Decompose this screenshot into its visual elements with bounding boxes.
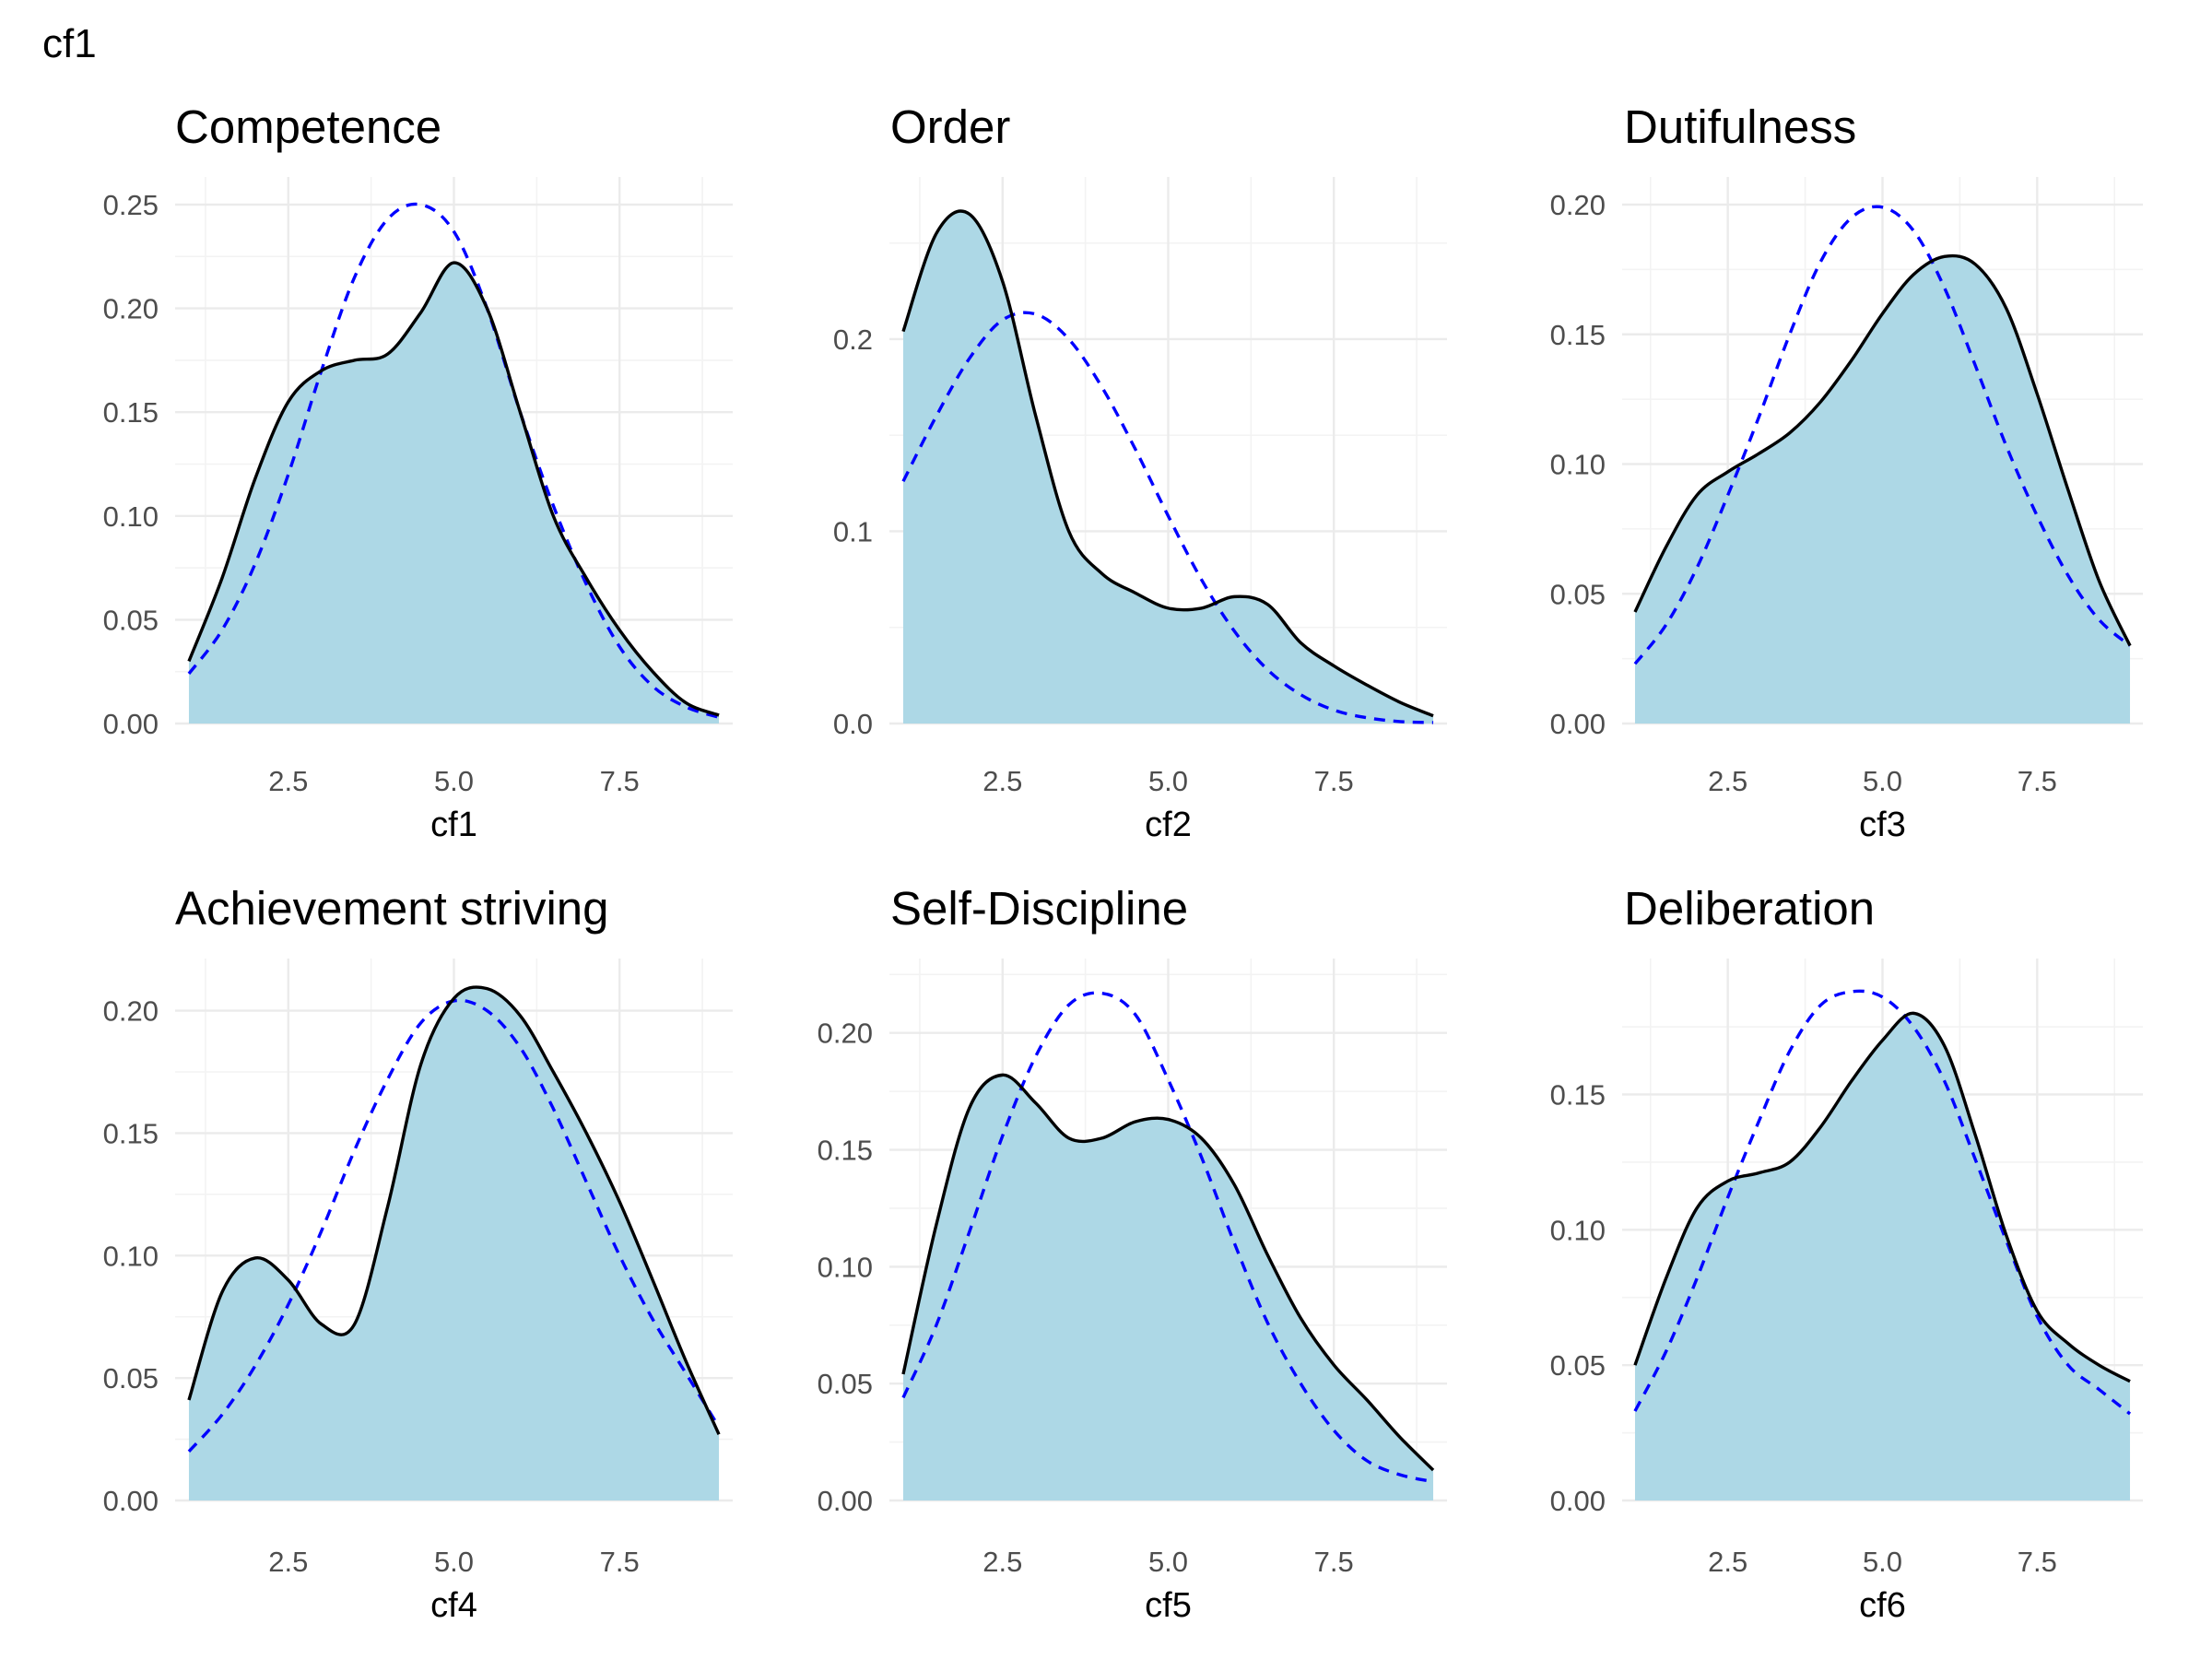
x-tick-label: 7.5 [1314,1546,1354,1578]
x-tick-label: 7.5 [2018,1546,2057,1578]
x-axis-title: cf1 [430,806,477,844]
y-tick-label: 0.05 [1550,1349,1606,1382]
x-tick-label: 5.0 [434,1546,474,1578]
normal-curve-line [901,991,1434,1484]
x-tick-label: 5.0 [1863,1546,1902,1578]
normal-curve-line [901,311,1434,724]
density-panel: 2.5 5.0 7.5 0.0 0.1 0.2 Order cf2 [833,100,1447,844]
panel-title: Order [890,100,1010,153]
density-curve-line [901,1073,1435,1472]
y-tick-label: 0.00 [818,1485,873,1517]
y-tick-label: 0.25 [103,189,159,221]
y-tick-label: 0.20 [103,995,159,1028]
x-tick-label: 5.0 [1148,1546,1188,1578]
x-tick-label: 5.0 [1148,765,1188,797]
x-tick-label: 2.5 [268,1546,308,1578]
y-tick-label: 0.20 [818,1018,873,1050]
density-area-fill [1634,1013,2131,1500]
density-curve-line [187,985,721,1435]
normal-curve-line [1633,205,2132,665]
panel-title: Dutifulness [1624,100,1856,153]
y-tick-label: 0.15 [818,1135,873,1167]
x-tick-label: 7.5 [600,1546,640,1578]
density-area-fill [188,986,720,1500]
y-tick-label: 0.10 [103,1240,159,1272]
y-tick-label: 0.00 [103,1485,159,1517]
density-curve-line [187,261,720,717]
y-tick-label: 0.00 [103,708,159,740]
y-tick-label: 0.10 [103,500,159,533]
x-tick-label: 7.5 [600,765,640,797]
x-tick-label: 7.5 [1314,765,1354,797]
y-tick-label: 0.15 [1550,319,1606,351]
y-tick-label: 0.20 [103,293,159,325]
density-panel: 2.5 5.0 7.5 0.00 0.05 0.10 0.15 Deliberation cf6 [1550,882,2143,1625]
y-tick-label: 0.1 [833,515,873,547]
normal-curve-line [187,202,720,719]
y-tick-label: 0.05 [1550,578,1606,610]
y-tick-label: 0.05 [103,604,159,636]
x-tick-label: 5.0 [434,765,474,797]
y-tick-label: 0.05 [818,1368,873,1400]
y-tick-label: 0.00 [1550,708,1606,740]
normal-curve-line [187,998,721,1453]
density-panel: 2.5 5.0 7.5 0.00 0.05 0.10 0.15 0.20 Self-Discip… [818,882,1447,1625]
density-area-fill [902,211,1434,724]
y-tick-label: 0.10 [1550,1214,1606,1246]
x-tick-label: 2.5 [268,765,308,797]
y-tick-label: 0.20 [1550,189,1606,221]
x-tick-label: 2.5 [982,765,1022,797]
density-curve-line [901,209,1434,718]
y-tick-label: 0.15 [103,396,159,429]
y-tick-label: 0.10 [1550,449,1606,481]
x-tick-label: 2.5 [1708,765,1747,797]
density-panel: 2.5 5.0 7.5 0.00 0.05 0.10 0.15 0.20 Dutifulness… [1550,100,2143,844]
x-axis-title: cf2 [1145,806,1192,844]
panel-title: Self-Discipline [890,882,1188,935]
panel-title: Deliberation [1624,882,1875,935]
density-curve-line [1633,1011,2131,1383]
y-tick-label: 0.10 [818,1251,873,1283]
x-axis-title: cf4 [430,1586,477,1625]
x-axis-title: cf3 [1859,806,1906,844]
y-tick-label: 0.2 [833,324,873,356]
y-tick-label: 0.00 [1550,1485,1606,1517]
y-tick-label: 0.15 [103,1117,159,1149]
density-area-fill [902,1075,1434,1500]
density-area-fill [1634,255,2131,724]
x-axis-title: cf6 [1859,1586,1906,1625]
density-panel: 2.5 5.0 7.5 0.00 0.05 0.10 0.15 0.20 0.25 Compete… [103,100,733,844]
x-tick-label: 7.5 [2018,765,2057,797]
y-tick-label: 0.0 [833,708,873,740]
x-axis-title: cf5 [1145,1586,1192,1625]
panel-title: Competence [175,100,441,153]
panel-grid: 2.5 5.0 7.5 0.00 0.05 0.10 0.15 0.20 0.25 Compete… [103,100,2143,1625]
normal-curve-line [1633,989,2132,1416]
x-tick-label: 2.5 [1708,1546,1747,1578]
panel-title: Achievement striving [175,882,609,935]
density-curve-line [1633,253,2132,647]
density-panel: 2.5 5.0 7.5 0.00 0.05 0.10 0.15 0.20 Achievement… [103,882,733,1625]
y-tick-label: 0.15 [1550,1078,1606,1111]
page-title: cf1 [42,21,97,66]
x-tick-label: 5.0 [1863,765,1902,797]
x-tick-label: 2.5 [982,1546,1022,1578]
density-area-fill [188,263,720,724]
y-tick-label: 0.05 [103,1362,159,1394]
